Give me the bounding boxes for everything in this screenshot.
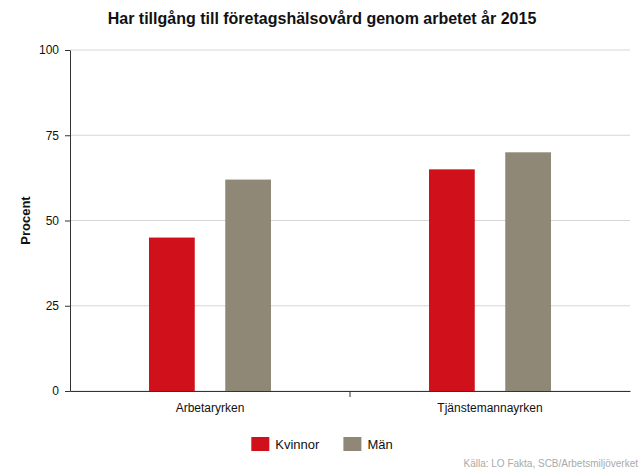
y-tick-label: 0 <box>52 384 59 398</box>
x-axis: Arbetaryrken Tjänstemannayrken <box>71 391 631 415</box>
bars <box>149 152 551 391</box>
title: Har tillgång till företagshälsovård geno… <box>108 10 537 27</box>
legend-swatch <box>251 437 269 451</box>
grid <box>70 50 630 391</box>
legend: Kvinnor Män <box>251 437 392 452</box>
bar <box>149 238 195 391</box>
x-tick: Arbetaryrken <box>176 391 245 415</box>
y-tick-label: 75 <box>46 129 60 143</box>
x-tick: Tjänstemannayrken <box>437 391 542 415</box>
x-tick-label: Arbetaryrken <box>176 401 245 415</box>
y-tick-label: 50 <box>46 214 60 228</box>
bar <box>505 152 551 391</box>
x-separator <box>350 391 351 397</box>
source: Källa: LO Fakta, SCB/Arbetsmiljöverket <box>463 458 638 469</box>
y-tick: 25 <box>46 299 70 313</box>
x-tick-label: Tjänstemannayrken <box>437 401 542 415</box>
plot-area: 0 25 50 75 100 Arbetaryrken Tjänstemannayrken <box>39 43 631 414</box>
grid-line <box>70 135 630 136</box>
bar <box>225 180 271 391</box>
y-tick: 50 <box>46 214 70 228</box>
y-tick-mark <box>65 306 70 307</box>
y-tick: 100 <box>39 43 70 57</box>
y-tick-label: 25 <box>46 299 60 313</box>
y-tick-mark <box>65 50 70 51</box>
legend-item: Kvinnor <box>251 437 320 452</box>
y-axis: 0 25 50 75 100 <box>39 43 71 398</box>
y-tick-mark <box>65 221 70 222</box>
y-tick: 0 <box>52 384 70 398</box>
chart: Har tillgång till företagshälsovård geno… <box>0 0 644 473</box>
legend-item: Män <box>343 437 392 452</box>
y-tick-mark <box>65 391 70 392</box>
legend-swatch <box>343 437 361 451</box>
y-tick-mark <box>65 135 70 136</box>
y-tick: 75 <box>46 129 70 143</box>
legend-label: Män <box>367 437 392 452</box>
y-axis-line <box>70 51 71 392</box>
legend-label: Kvinnor <box>275 437 320 452</box>
y-axis-title: Procent <box>18 196 33 245</box>
bar <box>429 169 475 391</box>
y-tick-label: 100 <box>39 43 59 57</box>
grid-line <box>70 50 630 51</box>
